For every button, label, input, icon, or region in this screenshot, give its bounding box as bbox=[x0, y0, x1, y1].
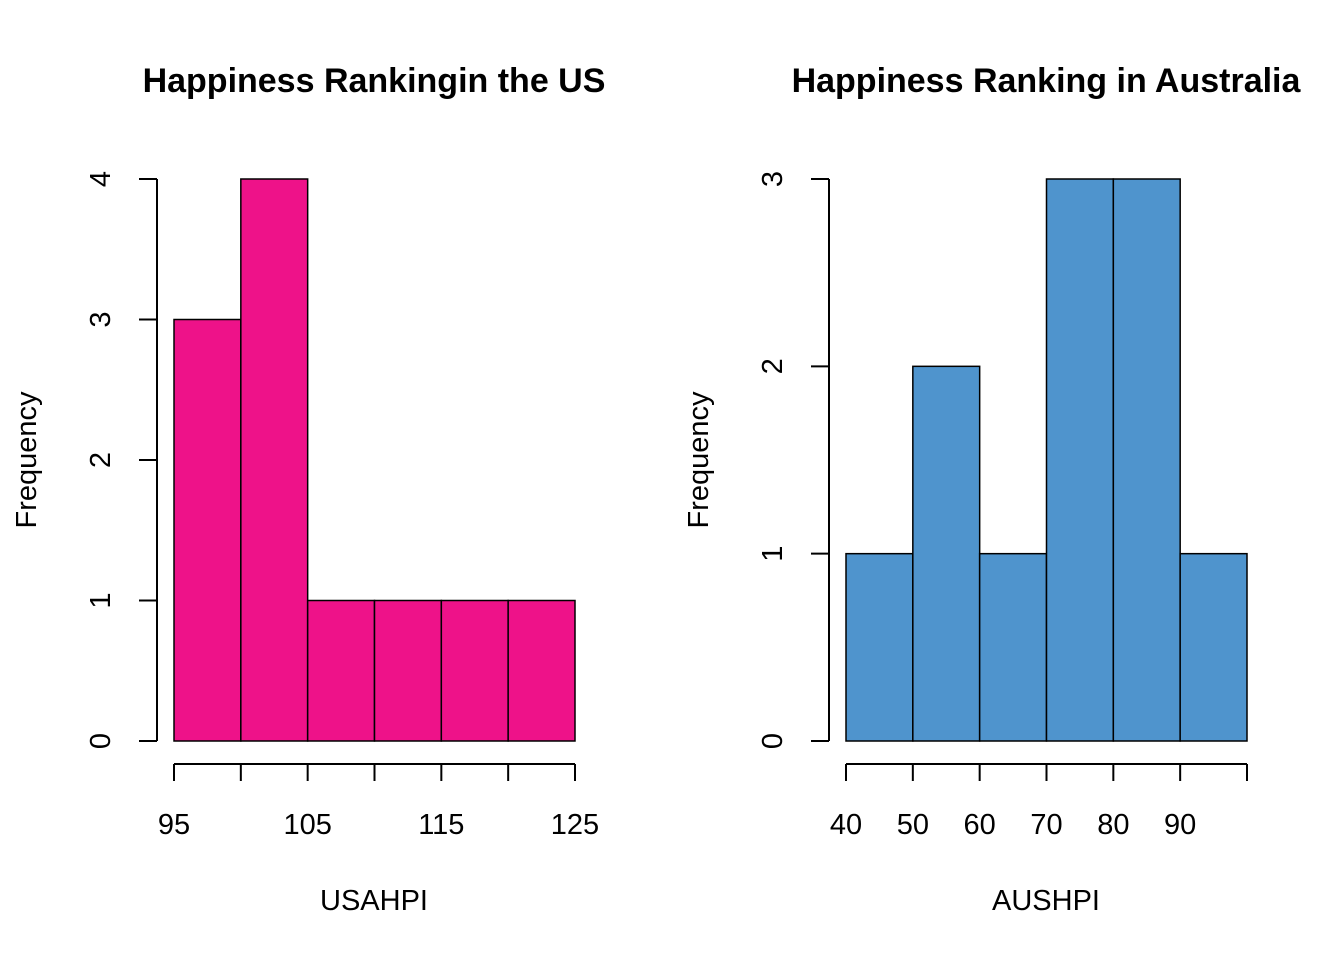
aus-y-tick-label-3: 3 bbox=[757, 171, 789, 187]
us-bar-1 bbox=[240, 178, 309, 742]
aus-bar-4 bbox=[1112, 178, 1181, 742]
us-x-tick-label-0: 95 bbox=[158, 809, 190, 841]
aus-x-tick-label-3: 70 bbox=[1030, 809, 1062, 841]
aus-histogram-panel: Happiness Ranking in Australia AUSHPI Fr… bbox=[683, 62, 1302, 917]
aus-bar-1 bbox=[912, 365, 981, 742]
aus-x-tick-label-4: 80 bbox=[1097, 809, 1129, 841]
aus-bar-3 bbox=[1045, 178, 1115, 742]
aus-y-axis-label: Frequency bbox=[683, 391, 715, 529]
us-chart-title: Happiness Rankingin the US bbox=[143, 62, 606, 100]
us-x-axis-label: USAHPI bbox=[320, 885, 428, 917]
aus-x-axis-label: AUSHPI bbox=[992, 885, 1100, 917]
us-y-tick-label-0: 0 bbox=[85, 733, 117, 749]
us-histogram-panel: Happiness Rankingin the US USAHPI Freque… bbox=[11, 62, 605, 917]
aus-x-tick-label-0: 40 bbox=[830, 809, 862, 841]
aus-bars bbox=[845, 178, 1248, 742]
aus-y-tick-label-1: 1 bbox=[757, 546, 789, 562]
us-y-tick-label-1: 1 bbox=[85, 592, 117, 608]
aus-x-axis: 40 50 60 70 80 90 bbox=[830, 763, 1248, 841]
aus-chart-title: Happiness Ranking in Australia bbox=[792, 62, 1302, 100]
aus-bar-0 bbox=[845, 552, 914, 742]
us-x-tick-label-4: 115 bbox=[418, 809, 464, 841]
us-y-axis: 0 1 2 3 4 bbox=[85, 171, 158, 749]
us-y-axis-label: Frequency bbox=[11, 391, 43, 529]
us-bar-3 bbox=[373, 599, 443, 742]
aus-bar-5 bbox=[1179, 552, 1248, 742]
aus-y-axis: 0 1 2 3 bbox=[757, 171, 830, 749]
us-y-tick-label-2: 2 bbox=[85, 452, 117, 468]
us-bar-0 bbox=[173, 318, 242, 742]
us-y-tick-label-4: 4 bbox=[85, 171, 117, 187]
us-bar-4 bbox=[440, 599, 509, 742]
aus-x-tick-label-2: 60 bbox=[964, 809, 996, 841]
aus-y-tick-label-0: 0 bbox=[757, 733, 789, 749]
us-bar-2 bbox=[306, 599, 376, 742]
us-x-axis: 95 105 115 125 bbox=[158, 763, 599, 841]
us-x-tick-label-6: 125 bbox=[551, 809, 599, 841]
us-y-tick-label-3: 3 bbox=[85, 311, 117, 327]
us-bars bbox=[173, 178, 576, 742]
us-bar-5 bbox=[507, 599, 576, 742]
us-x-tick-label-2: 105 bbox=[283, 809, 331, 841]
aus-y-tick-label-2: 2 bbox=[757, 358, 789, 374]
aus-bar-2 bbox=[978, 552, 1048, 742]
aus-x-tick-label-1: 50 bbox=[897, 809, 929, 841]
aus-x-tick-label-5: 90 bbox=[1164, 809, 1196, 841]
